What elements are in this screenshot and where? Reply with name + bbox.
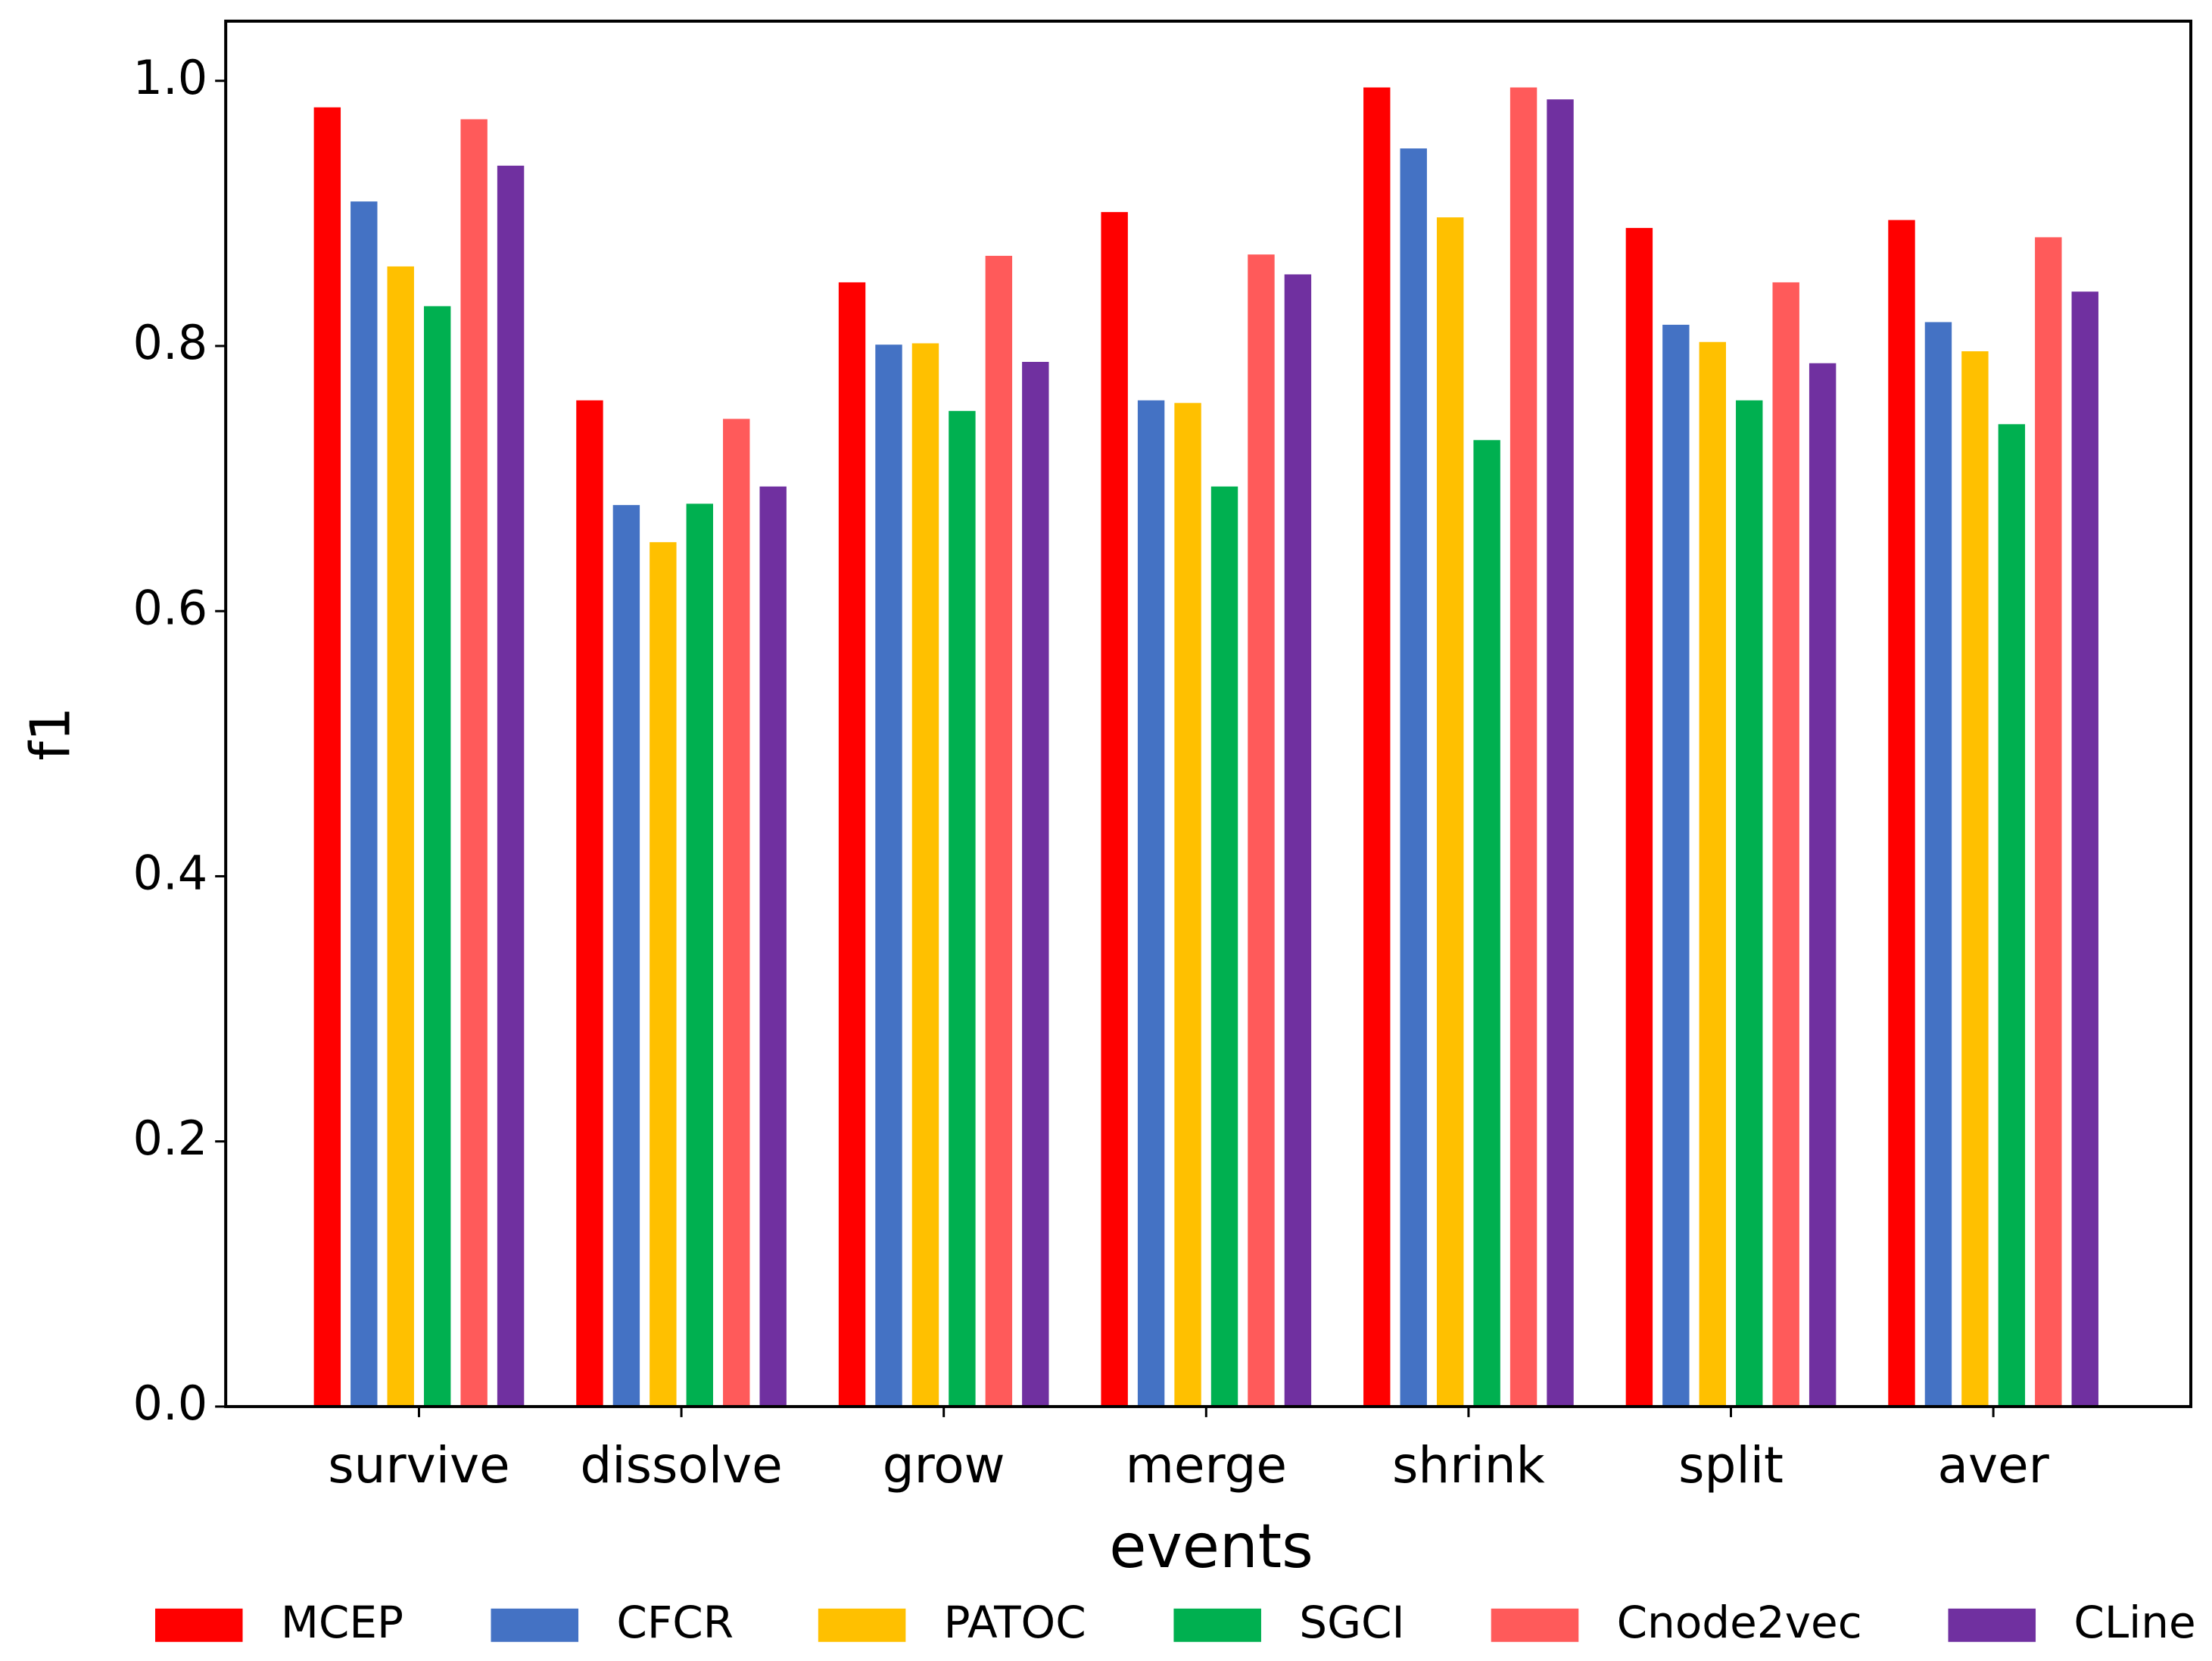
y-tick-label: 0.2 [133,1111,208,1166]
bar [1284,274,1312,1407]
legend-label: Cnode2vec [1617,1597,1862,1648]
bar [350,201,378,1407]
y-tick-label: 1.0 [133,50,208,105]
legend-label: CFCR [616,1597,734,1648]
bar [1101,212,1128,1407]
x-tick-label: grow [883,1436,1005,1494]
bar [985,255,1013,1407]
x-tick-label: split [1678,1436,1784,1494]
bar [1961,351,1989,1407]
bar [1924,322,1952,1407]
bar [1473,440,1500,1407]
bar [1547,99,1574,1407]
bar [1509,87,1537,1407]
bar [911,343,939,1407]
bar [387,266,414,1407]
bar [1998,424,2026,1407]
bar [1436,217,1464,1407]
bar [423,306,451,1407]
y-axis-label: f1 [19,706,83,760]
bar [460,119,488,1407]
bar [1174,403,1201,1407]
bar [1248,254,1275,1407]
bar [650,542,677,1407]
bar [1363,87,1391,1407]
legend-swatch [818,1608,906,1642]
bar [1662,324,1690,1407]
legend-swatch [1173,1608,1261,1642]
legend-label: MCEP [281,1597,403,1648]
x-tick-label: dissolve [580,1436,782,1494]
bar [2035,237,2062,1407]
bar [576,400,603,1407]
x-tick-label: aver [1938,1436,2050,1494]
legend-swatch [1948,1608,2036,1642]
bar [2071,291,2098,1407]
x-tick-label: shrink [1392,1436,1546,1494]
y-tick-label: 0.0 [133,1376,208,1431]
bar [1699,341,1726,1407]
x-axis-label: events [1109,1511,1313,1582]
bar [1888,220,1915,1407]
bar [723,419,750,1407]
legend-swatch [154,1608,243,1642]
bar [1625,228,1653,1407]
bar [1736,400,1763,1407]
bar [1772,282,1799,1407]
legend-label: CLine [2073,1597,2195,1648]
y-tick-label: 0.8 [133,315,208,370]
plot-frame [224,19,2193,1408]
bar [1210,486,1238,1407]
legend-label: PATOC [944,1597,1086,1648]
legend-swatch [491,1608,579,1642]
x-tick-label: merge [1126,1436,1287,1494]
bar [1137,400,1165,1407]
y-tick-label: 0.4 [133,846,208,901]
bar [1022,361,1049,1407]
bar [1809,363,1837,1407]
bar [686,503,713,1407]
bar [875,344,902,1407]
y-tick-label: 0.6 [133,580,208,635]
bar [612,505,640,1407]
bar [497,165,525,1407]
bar [838,282,866,1407]
bar [949,410,976,1407]
x-tick-label: survive [328,1436,509,1494]
bar [313,107,341,1407]
bar [1400,148,1427,1407]
bar [759,486,787,1407]
legend-label: SGCI [1299,1597,1404,1648]
legend-swatch [1491,1608,1579,1642]
